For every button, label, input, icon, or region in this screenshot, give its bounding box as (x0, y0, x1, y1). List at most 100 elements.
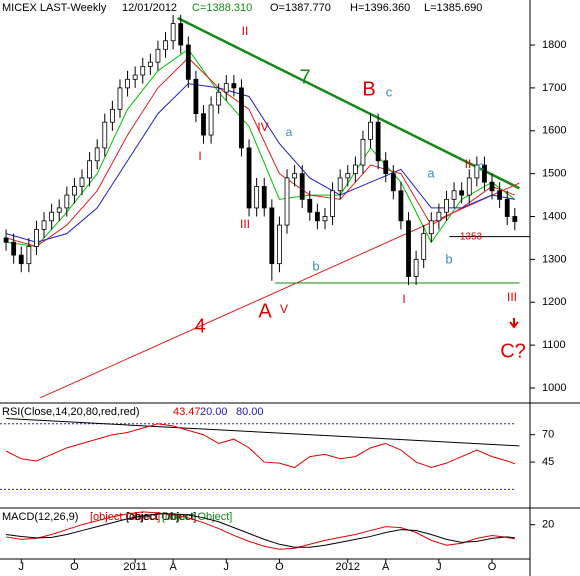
candle-body (109, 108, 115, 123)
trendline (177, 16, 520, 190)
candle-body (497, 190, 503, 200)
annotation: b (445, 251, 452, 266)
annotation: V (280, 302, 288, 316)
candle-body (489, 181, 495, 192)
readout: 20.00 (200, 406, 228, 418)
annotation: 7 (299, 66, 310, 88)
y-tick-label: 1100 (542, 339, 566, 351)
candle-body (406, 220, 411, 277)
candle-body (504, 198, 510, 217)
candle-body (3, 237, 9, 243)
candle-body (269, 207, 275, 265)
readout: 80.00 (236, 406, 264, 418)
annotation: II (465, 157, 472, 171)
candle-body (223, 83, 229, 93)
candle-body (155, 48, 161, 63)
annotation: a (286, 125, 293, 139)
annotation: 1353 (460, 232, 483, 243)
readout: 43.47 (173, 406, 201, 418)
x-tick-label: 2011 (123, 561, 147, 573)
candle-body (413, 258, 419, 277)
candle-body (299, 173, 305, 200)
x-tick-label: O (70, 561, 79, 573)
date-label: 12/01/2012 (122, 2, 177, 14)
readout: H=1396.360 (350, 2, 410, 14)
candle-body (132, 74, 138, 80)
x-tick-label: A (382, 561, 390, 573)
moving-average (5, 57, 515, 248)
x-tick-label: J (224, 561, 230, 573)
annotation: II (242, 24, 249, 38)
candle-body (398, 190, 404, 222)
x-tick-label: A (169, 561, 177, 573)
candle-body (466, 177, 472, 196)
indicator-line (5, 511, 515, 550)
candle-body (459, 190, 465, 196)
candle-body (125, 78, 130, 89)
readout: L=1385.690 (424, 2, 482, 14)
candle-body (94, 147, 100, 162)
candle-body (261, 186, 267, 209)
candle-body (482, 164, 487, 183)
candle-body (163, 40, 168, 50)
candle-body (512, 216, 518, 223)
candle-body (368, 121, 373, 140)
readout: [object Object] (90, 511, 160, 523)
candle-body (102, 121, 108, 149)
x-tick-label: O (275, 561, 284, 573)
candle-body (140, 66, 146, 76)
x-tick-label: O (488, 561, 497, 573)
indicator-line (5, 423, 515, 469)
candle-body (277, 224, 282, 265)
y-tick-label: 1800 (542, 39, 566, 51)
candle-body (337, 177, 343, 192)
candle-body (79, 177, 85, 187)
annotation: c (386, 84, 393, 99)
annotation: IV (257, 120, 268, 134)
candle-body (436, 211, 442, 222)
candle-body (201, 113, 206, 136)
candle-body (375, 121, 381, 162)
candle-body (147, 61, 153, 67)
y-tick-label: 45 (542, 456, 554, 468)
annotation: b (312, 258, 319, 273)
y-tick-label: 20 (542, 519, 554, 531)
candle-body (428, 220, 434, 235)
arrow (509, 318, 519, 329)
candle-body (322, 216, 328, 222)
annotation: B (362, 78, 375, 100)
candle-body (444, 198, 449, 213)
candle-body (292, 173, 298, 179)
x-tick-label: 2012 (336, 561, 360, 573)
candle-body (87, 160, 92, 179)
annotation: III (240, 217, 250, 231)
candle-body (345, 173, 351, 179)
candle-body (72, 186, 77, 196)
panel-title: RSI(Close,14,20,80,red,red) (2, 406, 140, 418)
candle-body (352, 164, 358, 175)
candle-body (26, 246, 32, 265)
y-tick-label: 70 (542, 429, 554, 441)
candle-body (231, 83, 237, 89)
annotation: I (402, 292, 405, 306)
annotation: 4 (194, 315, 205, 337)
annotation: I (198, 149, 201, 163)
annotation: c (478, 158, 485, 173)
candle-body (170, 23, 176, 42)
readout: O=1387.770 (270, 2, 331, 14)
x-tick-label: J (19, 561, 25, 573)
candle-body (451, 190, 457, 200)
candle-body (360, 138, 366, 166)
candle-body (239, 87, 244, 149)
candle-body (208, 104, 214, 136)
candle-body (178, 23, 184, 46)
y-tick-label: 1700 (542, 82, 566, 94)
candle-body (11, 241, 17, 256)
moving-average (6, 48, 516, 248)
candle-body (185, 44, 191, 80)
candle-body (330, 190, 335, 217)
candle-body (18, 254, 24, 265)
y-tick-label: 1400 (542, 210, 566, 222)
